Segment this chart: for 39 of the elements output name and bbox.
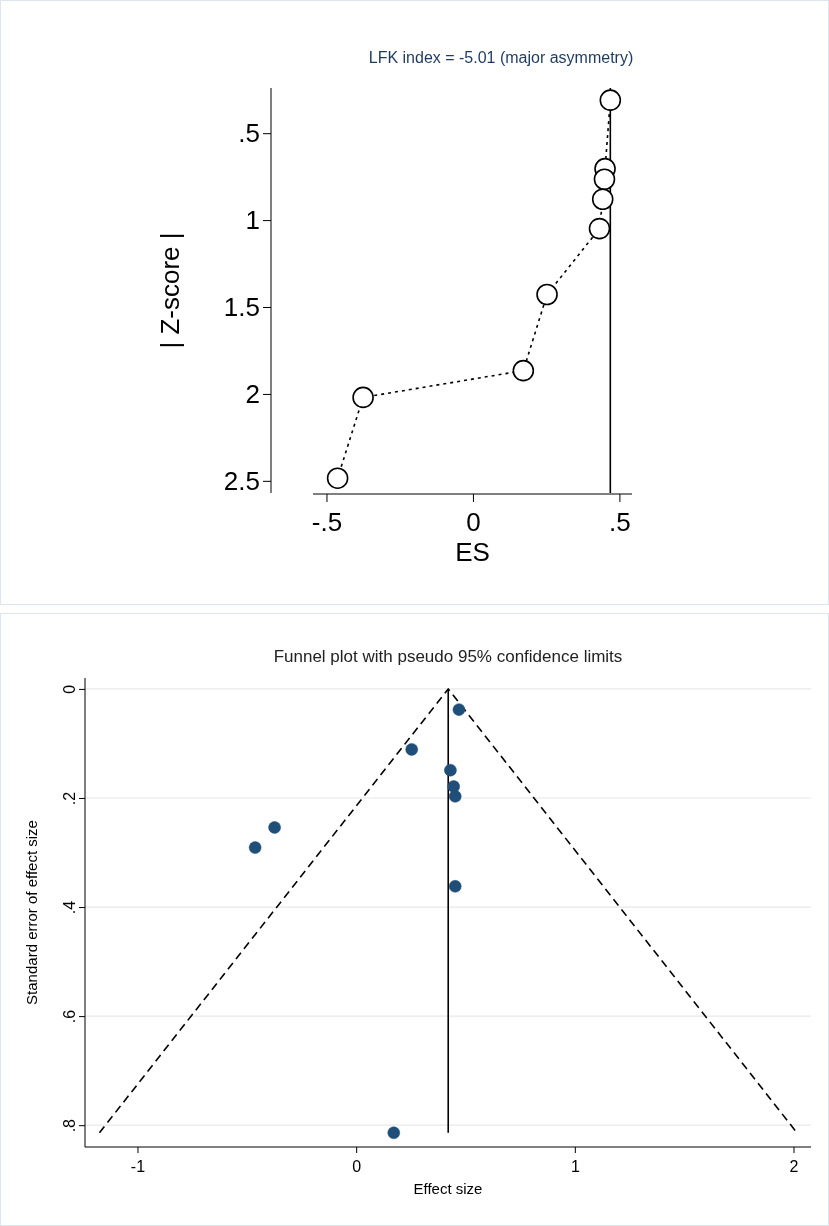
x-tick-label: .5 [609, 507, 631, 537]
x-tick-label: -.5 [311, 507, 343, 537]
x-tick-label: 0 [352, 1158, 362, 1175]
y-tick-label: 2 [245, 378, 260, 409]
point [448, 880, 462, 893]
x-tick-label: 0 [466, 507, 481, 537]
point [588, 217, 611, 240]
y-tick-label: 2.5 [223, 465, 260, 496]
y-tick-label: .2 [61, 791, 78, 806]
x-tick-label: 2 [789, 1158, 799, 1175]
y-tick-label: .6 [61, 1009, 78, 1024]
point [268, 821, 281, 834]
x-tick-label: -1 [130, 1158, 146, 1175]
y-tick-label: .4 [61, 900, 78, 915]
y-axis-title: | Z-score | [155, 232, 185, 349]
x-axis-title: ES [455, 537, 490, 567]
point [452, 703, 466, 716]
y-tick-label: 1.5 [223, 291, 260, 322]
point [448, 790, 462, 803]
point [512, 359, 535, 382]
point [248, 841, 262, 854]
point [599, 89, 622, 111]
y-tick-label: 1 [245, 204, 260, 235]
point [326, 467, 349, 490]
x-tick-label: 1 [570, 1158, 580, 1175]
point [593, 168, 616, 191]
point [352, 386, 374, 409]
point [444, 763, 457, 777]
chart-title: Funnel plot with pseudo 95% confidence limits [273, 647, 623, 666]
x-axis-title: Effect size [413, 1180, 483, 1197]
point [536, 283, 558, 306]
y-tick-label: .5 [238, 118, 260, 149]
chart-title: LFK index = -5.01 (major asymmetry) [368, 49, 634, 66]
y-axis-title: Standard error of effect size [23, 820, 40, 1005]
y-tick-label: .8 [61, 1118, 78, 1133]
point [387, 1126, 401, 1140]
y-tick-label: 0 [61, 684, 78, 694]
point [591, 188, 614, 211]
point [405, 743, 418, 756]
